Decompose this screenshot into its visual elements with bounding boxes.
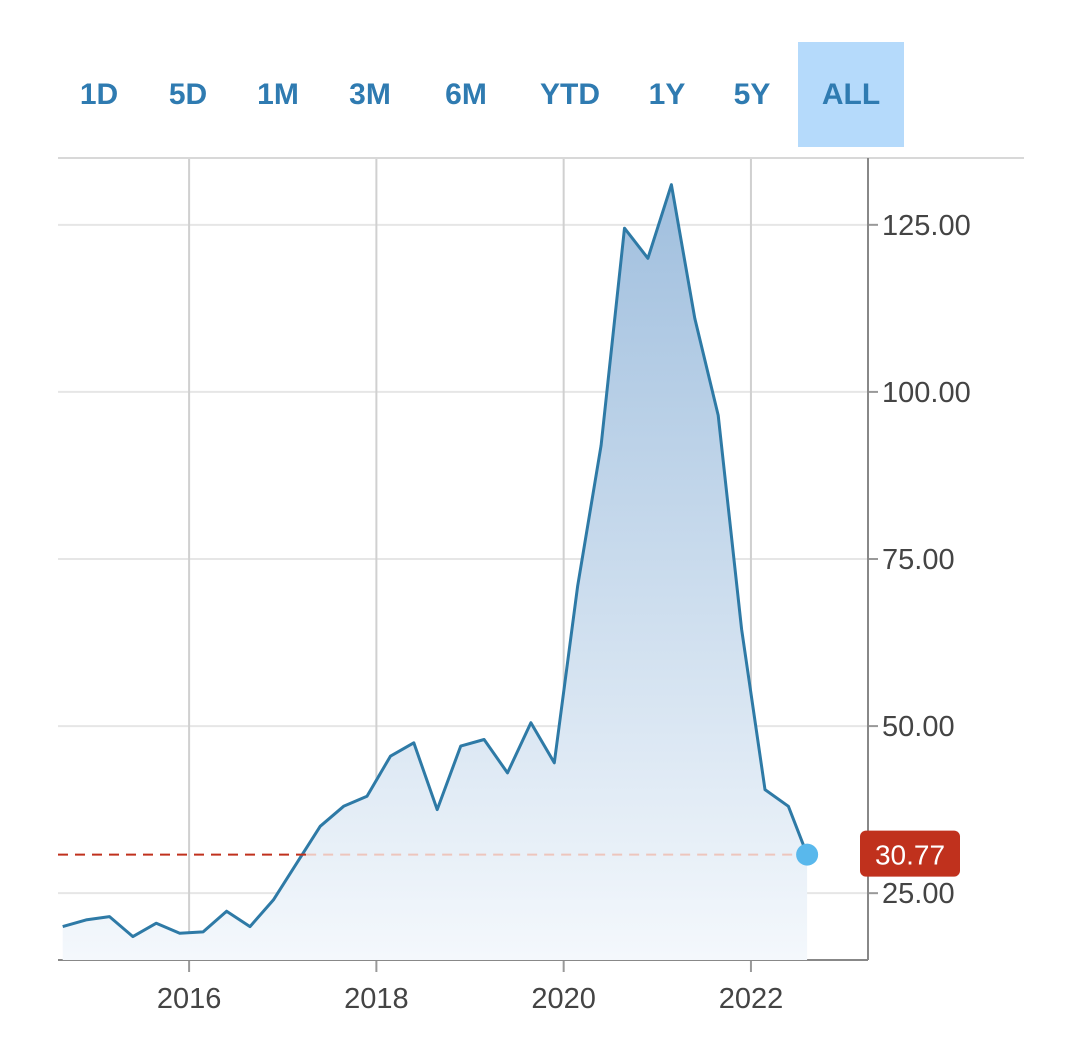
current-value-badge-bg — [860, 830, 960, 877]
range-button-1y[interactable]: 1Y — [648, 77, 686, 111]
tick-labels: 25.00 50.00 75.00 100.00 125.00 2016 2018 2020 2… — [157, 210, 971, 1015]
range-button-1d[interactable]: 1D — [79, 77, 119, 111]
y-tick-label: 50.00 — [882, 711, 955, 743]
x-tick-label: 2020 — [531, 983, 596, 1015]
current-value-label: 30.77 — [875, 840, 945, 871]
y-tick-label: 75.00 — [882, 544, 955, 576]
current-value-dot — [796, 843, 819, 866]
x-tick-label: 2016 — [157, 983, 222, 1015]
range-button-all[interactable]: ALL — [798, 42, 904, 147]
y-tick-label: 25.00 — [882, 878, 955, 910]
range-button-3m[interactable]: 3M — [349, 77, 391, 111]
y-tick-label: 125.00 — [882, 210, 971, 242]
x-tick-label: 2018 — [344, 983, 409, 1015]
current-value-badge: 30.77 — [796, 830, 960, 877]
range-button-6m[interactable]: 6M — [445, 77, 487, 111]
range-button-1m[interactable]: 1M — [257, 77, 299, 111]
range-button-5y[interactable]: 5Y — [733, 77, 771, 111]
x-tick-label: 2022 — [719, 983, 784, 1015]
range-button-5d[interactable]: 5D — [168, 77, 208, 111]
range-button-ytd[interactable]: YTD — [540, 77, 600, 111]
y-tick-label: 100.00 — [882, 377, 971, 409]
series-line — [62, 183, 809, 939]
series-area — [62, 184, 808, 960]
